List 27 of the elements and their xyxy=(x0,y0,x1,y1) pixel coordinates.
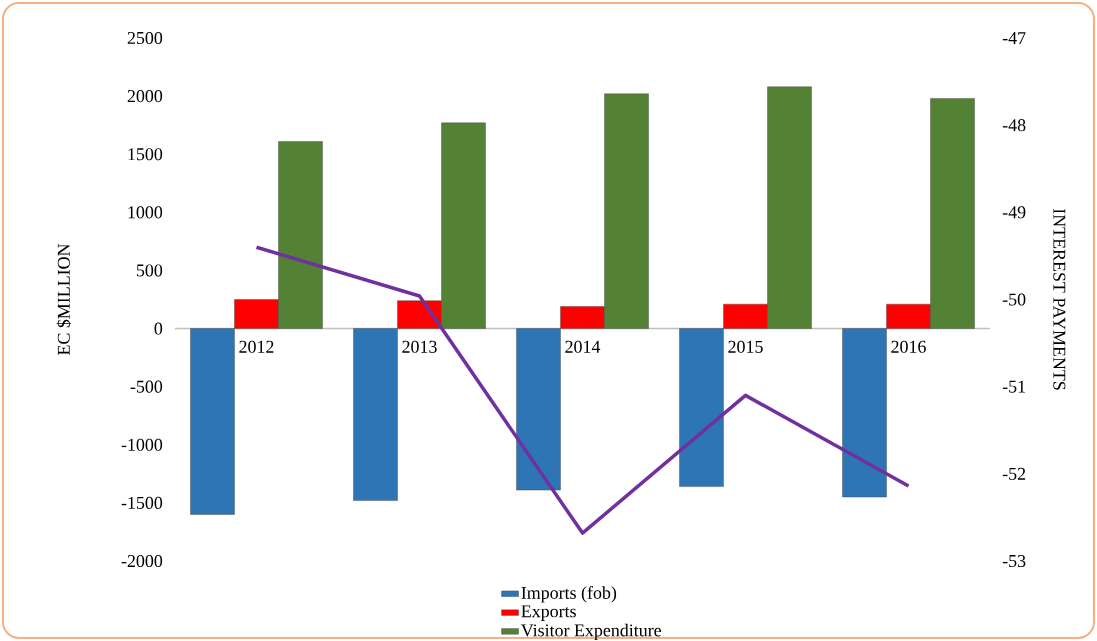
y2-tick-label: -53 xyxy=(1002,554,1026,568)
y2-tick-label: -47 xyxy=(1002,32,1026,44)
y2-tick-label: -51 xyxy=(1002,380,1026,393)
y2-tick-label: -48 xyxy=(1002,119,1026,132)
x-tick-label: 2016 xyxy=(891,340,926,353)
y-tick-label: 0 xyxy=(154,322,163,335)
y-tick-label: 1500 xyxy=(128,148,163,161)
y-tick-label: 2500 xyxy=(127,31,163,45)
y-axis-title: EC $MILLION xyxy=(56,243,72,356)
x-tick-label: 2013 xyxy=(402,340,437,353)
x-tick-label: 2012 xyxy=(239,340,274,353)
y-tick-label: 1000 xyxy=(128,206,163,219)
y-tick-label: 2000 xyxy=(127,90,163,103)
y2-tick-label: -50 xyxy=(1002,293,1026,306)
legend-label: Imports (fob) xyxy=(521,586,617,603)
y2-tick-label: -52 xyxy=(1002,467,1026,480)
legend-label: Exports xyxy=(521,605,576,621)
y2-tick-label: -49 xyxy=(1002,206,1026,219)
y2-axis-title: INTEREST PAYMENTS xyxy=(1053,208,1066,390)
y-tick-label: -2000 xyxy=(121,554,163,568)
x-tick-label: 2015 xyxy=(728,340,763,353)
y-tick-label: -1000 xyxy=(121,438,163,451)
y-tick-label: -500 xyxy=(130,380,163,393)
legend-label: Visitor Expenditure xyxy=(520,623,662,641)
y-tick-label: 500 xyxy=(136,264,163,277)
x-tick-label: 2014 xyxy=(565,340,601,353)
y-tick-label: -1500 xyxy=(121,496,163,509)
